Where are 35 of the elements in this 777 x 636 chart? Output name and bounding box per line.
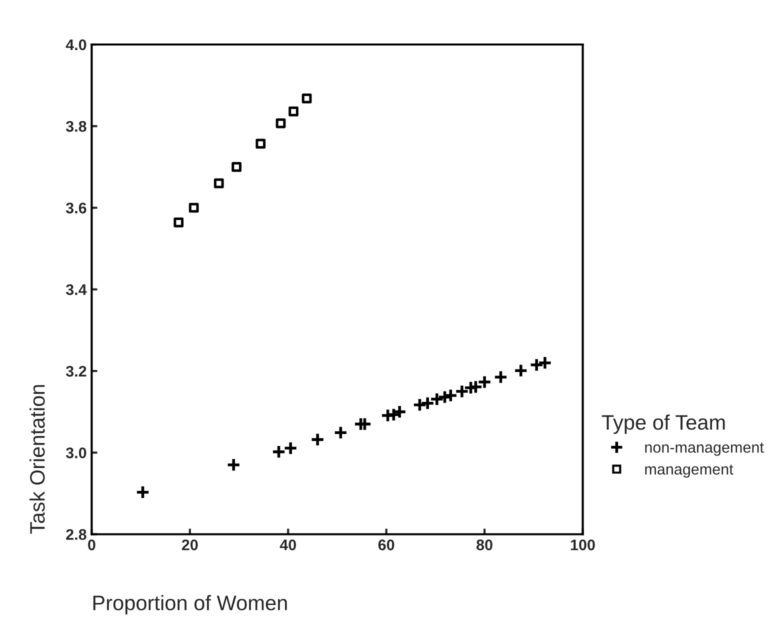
x-tick-label: 100 [570, 540, 595, 550]
y-tick-label: 4.0 [66, 39, 86, 50]
y-tick-label: 3.4 [66, 284, 87, 296]
point [302, 93, 312, 104]
point [288, 106, 298, 116]
point [494, 370, 508, 384]
legend-label: management [645, 464, 734, 478]
legend-title: Type of Team [602, 414, 725, 434]
point [174, 218, 184, 228]
point [283, 440, 298, 456]
point [136, 485, 150, 500]
y-tick-label: 3.8 [66, 121, 86, 132]
x-tick-label: 60 [378, 540, 394, 550]
x-tick-label: 80 [476, 540, 492, 550]
y-axis-title: Task Orientation [30, 385, 45, 534]
point [226, 458, 241, 472]
y-tick-label: 3.2 [66, 366, 86, 377]
y-tick-label: 2.8 [66, 529, 86, 540]
y-tick-label: 3.6 [66, 202, 86, 214]
point [514, 363, 528, 378]
point [272, 444, 286, 460]
y-tick-label: 3.0 [66, 447, 86, 458]
legend-label: non-management [645, 442, 764, 456]
point [310, 432, 325, 447]
point [214, 178, 224, 188]
x-tick-label: 20 [182, 540, 198, 550]
x-axis-title: Proportion of Women [93, 595, 287, 614]
point [256, 138, 266, 149]
x-tick-label: 40 [280, 540, 296, 550]
point [333, 425, 348, 440]
point [276, 118, 286, 128]
point [188, 202, 199, 213]
x-tick-label: 0 [88, 540, 96, 550]
point [358, 416, 372, 432]
point [232, 162, 242, 172]
